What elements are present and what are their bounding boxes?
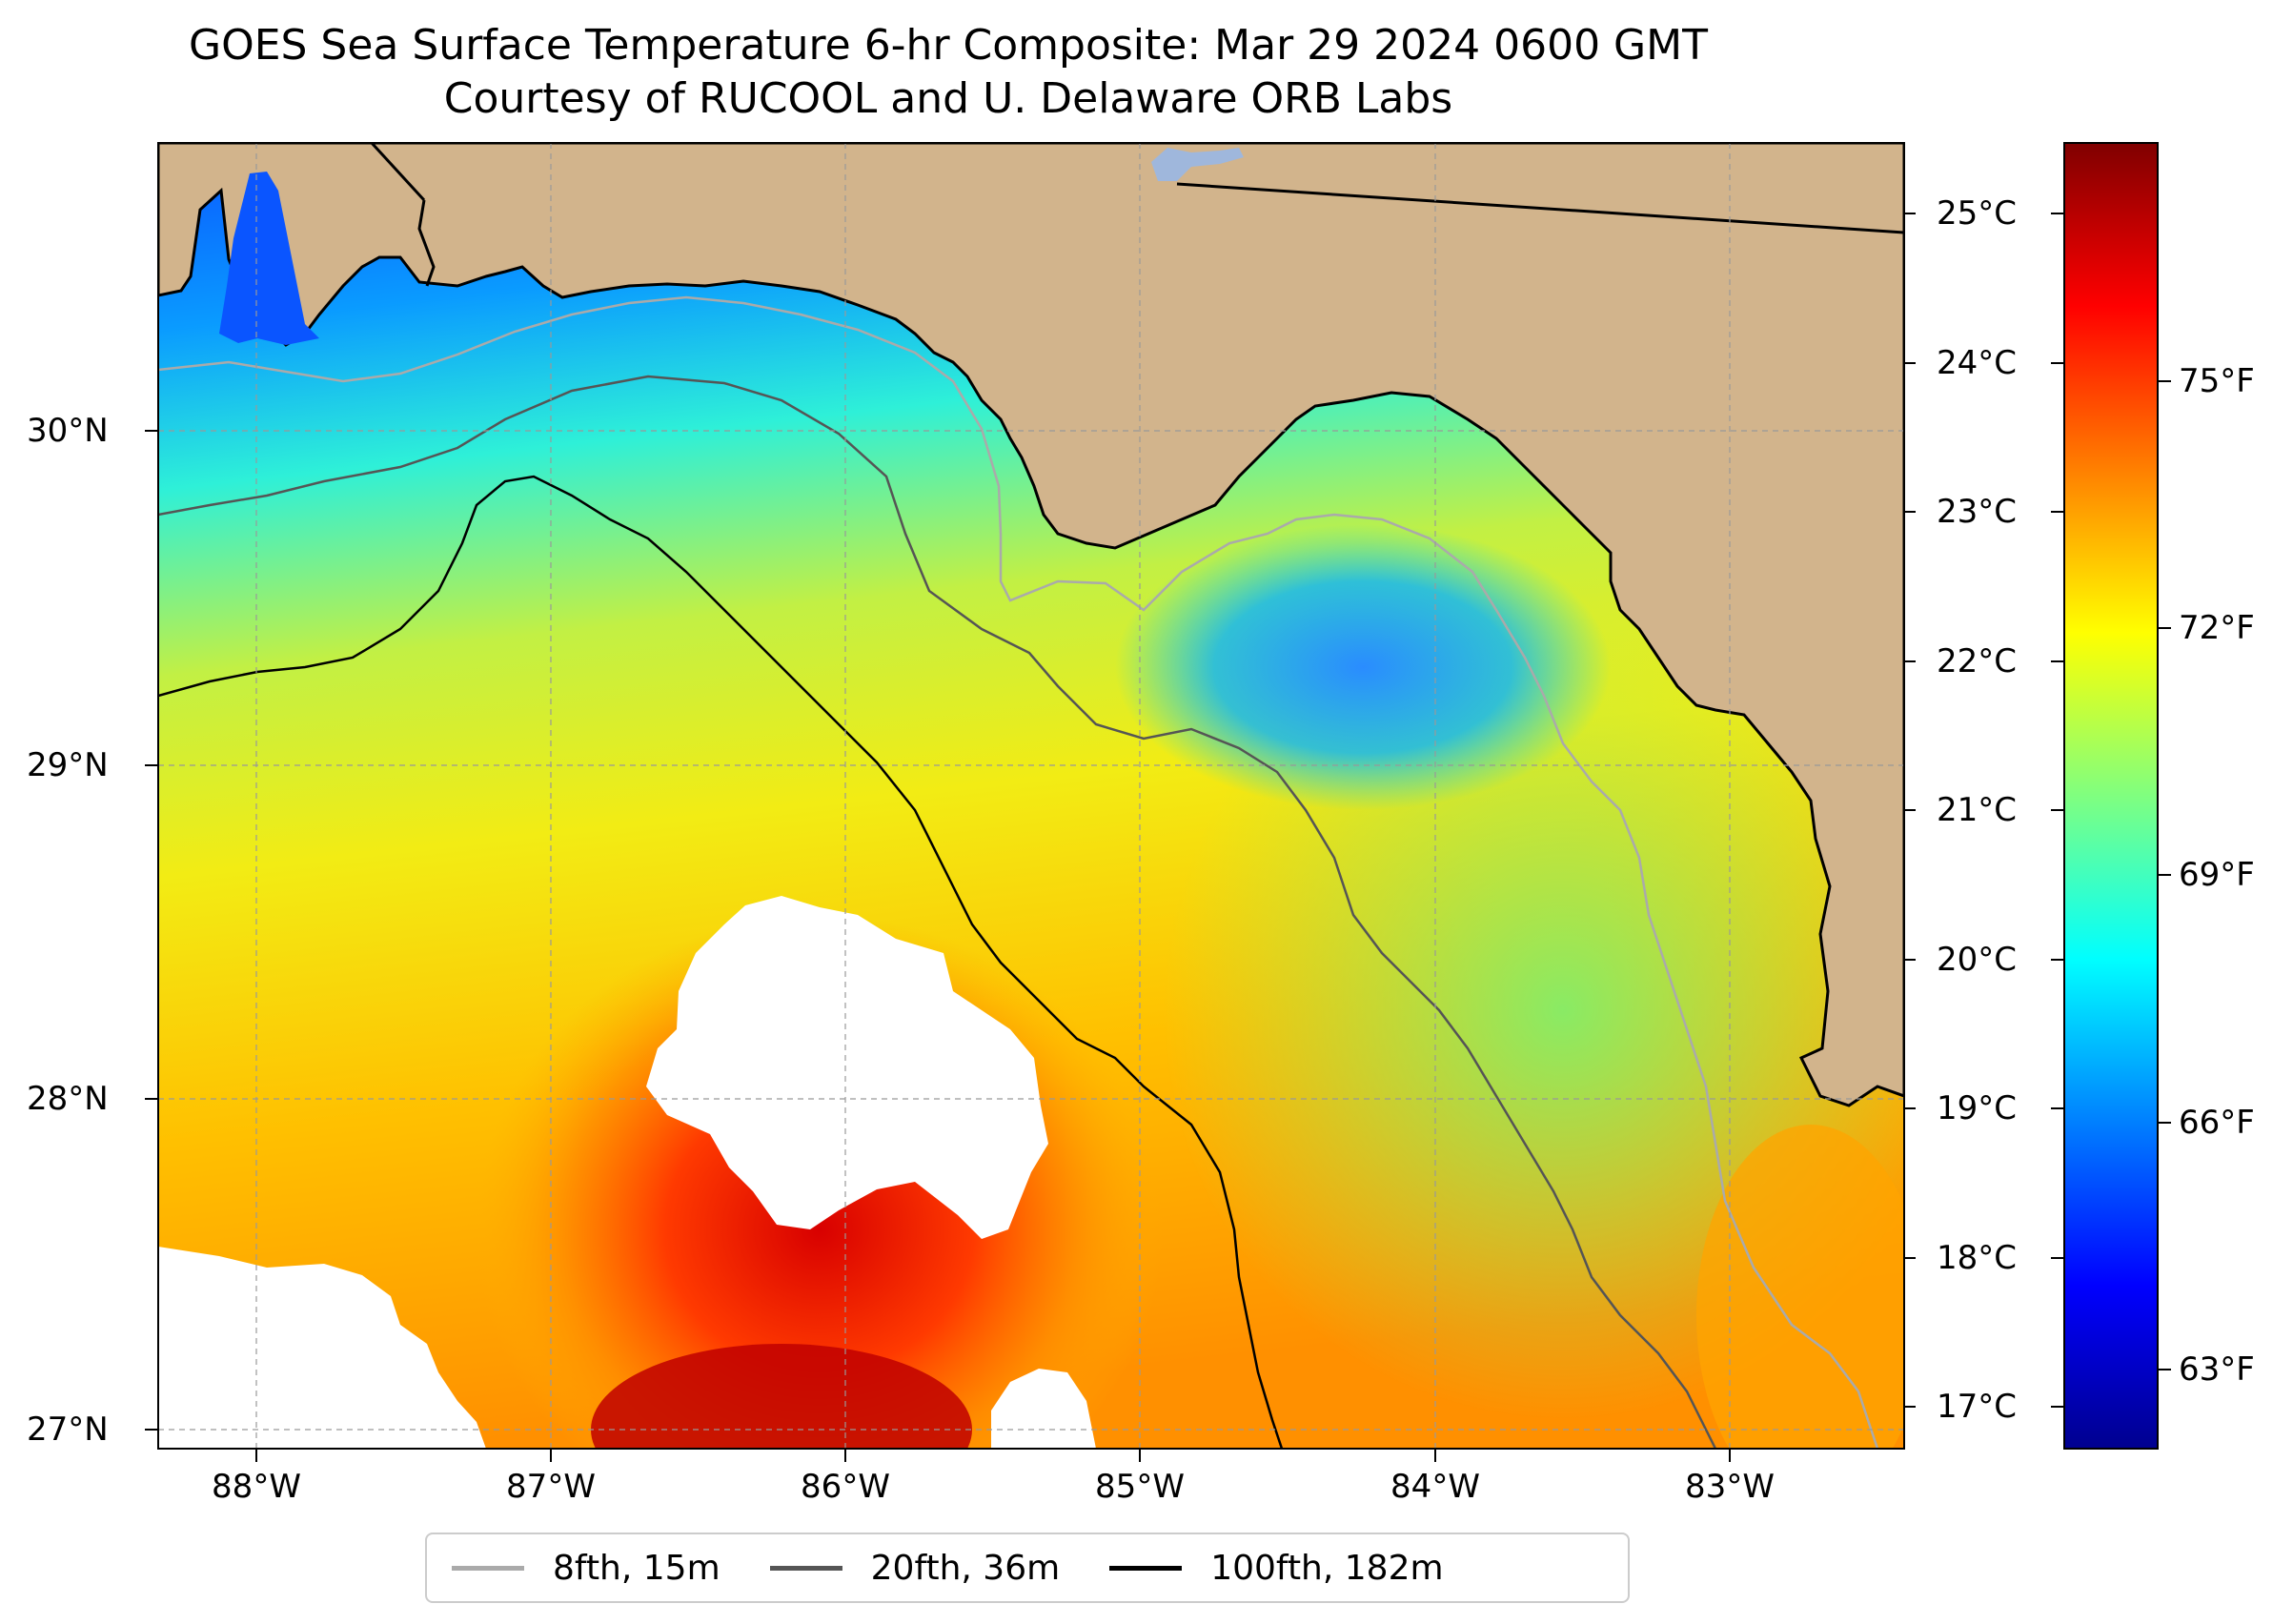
legend-label: 20fth, 36m [870, 1548, 1061, 1588]
celsius-tick-label: 21°C [1937, 791, 2018, 829]
lat-tick-label: 30°N [27, 412, 109, 450]
map-subtitle: Courtesy of RUCOOL and U. Delaware ORB L… [443, 74, 1453, 123]
legend-item-8fth: 8fth, 15m [452, 1549, 720, 1588]
isobath-legend: 8fth, 15m 20fth, 36m 100fth, 182m [425, 1533, 1630, 1603]
sst-warm-south [591, 1344, 972, 1449]
colorbar [2063, 142, 2159, 1450]
legend-swatch [1109, 1565, 1183, 1571]
state-border-west-2 [417, 199, 436, 287]
legend-swatch [452, 1565, 524, 1571]
lon-tick-label: 83°W [1685, 1468, 1775, 1506]
fahrenheit-tick-label: 72°F [2179, 609, 2255, 647]
legend-label: 8fth, 15m [553, 1548, 720, 1588]
isobath-20fth [158, 375, 1717, 1449]
isobath-8fth [158, 295, 1879, 1449]
nodata-cloud-center [646, 896, 1048, 1239]
lon-tick-label: 84°W [1390, 1468, 1480, 1506]
legend-swatch [769, 1565, 842, 1571]
legend-item-100fth: 100fth, 182m [1109, 1548, 1444, 1588]
isobath-100fth [158, 475, 1284, 1449]
nodata-cloud-southwest [158, 1247, 486, 1449]
land-mass [158, 143, 1904, 1107]
lon-tick-label: 87°W [506, 1468, 596, 1506]
celsius-tick-label: 23°C [1937, 493, 2018, 531]
map-title: GOES Sea Surface Temperature 6-hr Compos… [188, 21, 1708, 70]
celsius-tick-label: 19°C [1937, 1089, 2018, 1127]
fahrenheit-tick-label: 63°F [2179, 1350, 2255, 1389]
lat-tick-label: 28°N [27, 1080, 109, 1118]
fahrenheit-tick-label: 75°F [2179, 362, 2255, 400]
legend-label: 100fth, 182m [1210, 1548, 1444, 1588]
state-border [1176, 182, 1904, 234]
lon-tick-label: 85°W [1095, 1468, 1185, 1506]
fahrenheit-tick-label: 66°F [2179, 1104, 2255, 1142]
celsius-tick-label: 18°C [1937, 1239, 2018, 1277]
lat-tick-label: 27°N [27, 1411, 109, 1449]
gridlines [158, 143, 1904, 1449]
nodata-cloud-south [991, 1369, 1096, 1449]
fahrenheit-tick-label: 69°F [2179, 856, 2255, 894]
sst-warm-se [1696, 1125, 1904, 1449]
state-border-west [370, 143, 426, 202]
lake [1151, 148, 1244, 181]
celsius-tick-label: 22°C [1937, 642, 2018, 680]
celsius-tick-label: 24°C [1937, 344, 2018, 382]
lon-tick-label: 88°W [212, 1468, 301, 1506]
celsius-tick-label: 25°C [1937, 194, 2018, 233]
lon-tick-label: 86°W [801, 1468, 890, 1506]
map-area [158, 143, 1904, 1449]
axis-ticks [145, 213, 2171, 1462]
celsius-tick-label: 20°C [1937, 941, 2018, 979]
bay-inlet [219, 172, 319, 345]
lat-tick-label: 29°N [27, 746, 109, 784]
map-frame [157, 142, 1905, 1450]
legend-item-20fth: 20fth, 36m [769, 1548, 1061, 1588]
celsius-tick-label: 17°C [1937, 1388, 2018, 1426]
